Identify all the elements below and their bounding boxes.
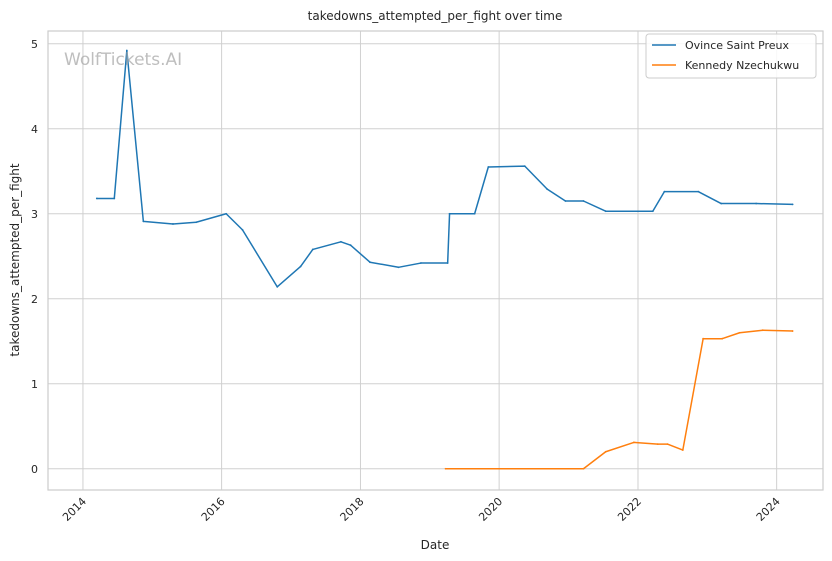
data-point-ovince-saint-preux-20 — [523, 165, 526, 168]
data-point-ovince-saint-preux-12 — [349, 244, 352, 247]
data-point-ovince-saint-preux-30 — [791, 203, 794, 206]
y-tick-label-4: 4 — [31, 123, 38, 136]
data-point-kennedy-nzechukwu-10 — [761, 329, 764, 332]
data-point-ovince-saint-preux-0 — [95, 197, 98, 200]
data-point-ovince-saint-preux-24 — [604, 210, 607, 213]
grid-lines — [48, 31, 823, 490]
chart-title: takedowns_attempted_per_fight over time — [308, 9, 563, 23]
data-point-ovince-saint-preux-26 — [663, 190, 666, 193]
data-point-ovince-saint-preux-2 — [125, 49, 128, 52]
y-tick-label-2: 2 — [31, 293, 38, 306]
data-point-ovince-saint-preux-1 — [113, 197, 116, 200]
plot-frame — [47, 30, 824, 491]
data-point-kennedy-nzechukwu-11 — [791, 330, 794, 332]
data-point-ovince-saint-preux-19 — [487, 166, 490, 168]
data-point-ovince-saint-preux-21 — [546, 188, 549, 191]
data-point-ovince-saint-preux-16 — [446, 262, 449, 264]
legend-label-kennedy-nzechukwu: Kennedy Nzechukwu — [685, 59, 799, 72]
data-point-kennedy-nzechukwu-5 — [666, 443, 669, 445]
y-tick-label-0: 0 — [31, 463, 38, 476]
data-point-kennedy-nzechukwu-7 — [702, 337, 705, 340]
data-point-ovince-saint-preux-23 — [582, 200, 585, 202]
data-point-ovince-saint-preux-28 — [720, 202, 723, 205]
data-point-kennedy-nzechukwu-4 — [656, 443, 659, 445]
data-point-kennedy-nzechukwu-8 — [721, 337, 724, 340]
data-point-ovince-saint-preux-4 — [172, 223, 174, 225]
data-point-kennedy-nzechukwu-3 — [632, 441, 635, 444]
data-point-ovince-saint-preux-29 — [755, 202, 758, 205]
data-point-ovince-saint-preux-18 — [473, 212, 476, 215]
data-point-ovince-saint-preux-10 — [311, 248, 314, 251]
data-point-kennedy-nzechukwu-6 — [681, 449, 684, 451]
data-point-ovince-saint-preux-7 — [241, 229, 244, 231]
series-lines — [95, 49, 794, 470]
data-point-ovince-saint-preux-22 — [564, 200, 567, 202]
y-tick-label-3: 3 — [31, 208, 38, 221]
data-point-ovince-saint-preux-27 — [697, 190, 700, 193]
data-point-ovince-saint-preux-6 — [225, 212, 228, 215]
data-point-ovince-saint-preux-14 — [397, 266, 400, 269]
y-tick-label-1: 1 — [31, 378, 38, 391]
data-point-ovince-saint-preux-8 — [276, 285, 279, 288]
data-point-kennedy-nzechukwu-0 — [444, 467, 447, 470]
y-tick-label-5: 5 — [31, 38, 38, 51]
data-point-ovince-saint-preux-15 — [419, 262, 422, 264]
data-point-ovince-saint-preux-11 — [340, 240, 342, 243]
data-point-kennedy-nzechukwu-9 — [738, 331, 741, 334]
data-point-ovince-saint-preux-9 — [299, 265, 302, 268]
x-axis-label: Date — [421, 538, 450, 552]
y-axis-label: takedowns_attempted_per_fight — [8, 163, 22, 356]
data-point-ovince-saint-preux-25 — [651, 210, 654, 213]
data-point-ovince-saint-preux-13 — [369, 261, 371, 264]
legend-label-ovince-saint-preux: Ovince Saint Preux — [685, 39, 790, 52]
data-point-ovince-saint-preux-3 — [142, 220, 145, 223]
data-point-kennedy-nzechukwu-1 — [582, 467, 585, 470]
series-line-kennedy-nzechukwu — [445, 329, 793, 470]
watermark-text: WolfTickets.AI — [64, 50, 182, 70]
data-point-kennedy-nzechukwu-2 — [604, 450, 607, 453]
data-point-ovince-saint-preux-17 — [448, 212, 451, 215]
data-point-ovince-saint-preux-5 — [195, 221, 198, 224]
legend: Ovince Saint Preux Kennedy Nzechukwu — [645, 33, 817, 79]
legend-box — [645, 33, 817, 79]
